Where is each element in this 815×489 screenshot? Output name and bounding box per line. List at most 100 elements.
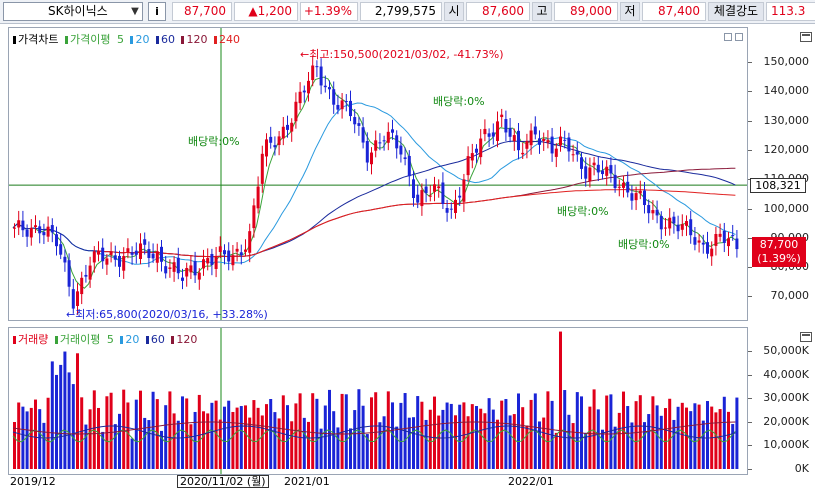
chevron-down-icon[interactable]: ▼ <box>131 6 139 17</box>
candle-body <box>701 242 705 245</box>
candle-body <box>403 157 407 160</box>
volume-bar <box>353 410 357 469</box>
candle-body <box>529 130 533 146</box>
price-tick-label: 120,000 <box>763 142 810 156</box>
volume-chart-panel[interactable]: 거래량 거래이평 5 20 60 120 <box>8 327 748 475</box>
tick-mark <box>748 62 752 63</box>
candle-body <box>706 242 709 254</box>
volume-bar <box>357 389 361 469</box>
candle-body <box>227 250 231 262</box>
candle-body <box>689 219 693 236</box>
volume-bar <box>252 400 256 469</box>
price-tick-label: 100,000 <box>763 201 810 215</box>
candle-body <box>143 239 147 245</box>
dividend-annotation: 배당락:0% <box>433 95 485 108</box>
volume-bar <box>181 396 184 469</box>
candle-body <box>160 246 163 262</box>
date-axis: 2019/12 2021/01 2022/01 <box>0 475 815 489</box>
legend-marker <box>145 336 149 344</box>
candle-body <box>361 127 365 143</box>
candle-body <box>533 126 537 135</box>
candle-body <box>374 140 378 151</box>
candle-body <box>479 138 483 158</box>
volume-bar <box>382 416 386 469</box>
crosshair-price-label: 108,321 <box>750 178 806 193</box>
volume-bar <box>613 426 617 469</box>
candle-body <box>680 224 684 230</box>
tick-mark <box>748 351 752 352</box>
volume-bar <box>281 395 285 469</box>
volume-bar <box>25 411 29 469</box>
candle-body <box>580 157 583 169</box>
candle-body <box>622 182 625 188</box>
price-chart-canvas[interactable] <box>9 28 748 321</box>
price-ma-label: 가격이평 <box>69 33 111 46</box>
volume-bar <box>307 421 310 469</box>
candle-body <box>550 136 554 154</box>
current-price-percent: (1.39%) <box>757 252 801 265</box>
volume-bar <box>601 429 604 469</box>
price-ma20: 20 <box>135 33 150 46</box>
candle-body <box>370 152 373 165</box>
volume-ma-line <box>12 425 736 439</box>
info-button[interactable]: i <box>148 2 166 21</box>
candle-body <box>596 164 600 173</box>
candle-body <box>290 122 294 132</box>
volume-bar <box>361 405 365 469</box>
candle-body <box>386 131 390 143</box>
legend-marker <box>13 36 16 44</box>
candle-body <box>525 141 529 149</box>
volume-bar <box>487 398 491 469</box>
legend-marker <box>64 36 68 44</box>
maximize-icon[interactable] <box>735 33 743 41</box>
low-label: 저 <box>620 2 640 21</box>
candle-body <box>223 250 226 255</box>
date-label: 2019/12 <box>10 475 56 488</box>
stock-name-field[interactable]: SK하이닉스 <box>3 2 143 21</box>
volume-ma20: 20 <box>125 333 140 346</box>
volume-bar <box>563 390 567 469</box>
volume-bar <box>84 424 88 469</box>
candle-body <box>592 162 596 166</box>
volume-bar <box>50 361 54 469</box>
volume-bar <box>483 413 487 469</box>
candle-body <box>218 246 222 252</box>
candle-body <box>328 87 331 90</box>
candle-body <box>248 231 252 253</box>
price-tick-label: 70,000 <box>770 289 810 303</box>
candle-body <box>462 179 466 202</box>
volume-bar <box>512 414 516 469</box>
volume-bar <box>260 415 264 469</box>
candle-body <box>46 226 50 237</box>
volume-bar <box>596 409 600 469</box>
volume-bar <box>92 390 96 469</box>
candle-body <box>693 237 697 245</box>
volume-chart-canvas[interactable] <box>9 328 748 475</box>
candle-body <box>286 124 289 130</box>
volume-bar <box>647 414 651 469</box>
high-label: 고 <box>532 2 552 21</box>
candle-body <box>617 186 621 188</box>
volume-bar <box>630 422 634 469</box>
panel-menu-icon[interactable] <box>800 332 812 342</box>
candle-body <box>34 225 37 227</box>
candle-body <box>311 65 315 81</box>
dividend-annotation: 배당락:0% <box>557 205 609 218</box>
volume-ma5: 5 <box>106 333 114 346</box>
candle-body <box>491 132 495 137</box>
candle-body <box>139 243 142 259</box>
candle-body <box>164 266 168 274</box>
candle-body <box>504 119 508 133</box>
volume-tick-label: 30,000K <box>763 391 809 404</box>
volume-bar <box>256 407 260 469</box>
price-chart-panel[interactable]: 가격차트 가격이평 5 20 60 120 240 <box>8 27 748 321</box>
volume-bar <box>428 409 432 469</box>
candle-body <box>17 220 21 228</box>
minimize-icon[interactable] <box>724 33 732 41</box>
legend-marker <box>155 36 159 44</box>
panel-menu-icon[interactable] <box>800 32 812 42</box>
price-legend-title: 가격차트 <box>18 33 59 46</box>
candle-body <box>50 225 54 233</box>
candle-body <box>206 258 210 264</box>
volume-legend: 거래량 거래이평 5 20 60 120 <box>13 331 200 347</box>
